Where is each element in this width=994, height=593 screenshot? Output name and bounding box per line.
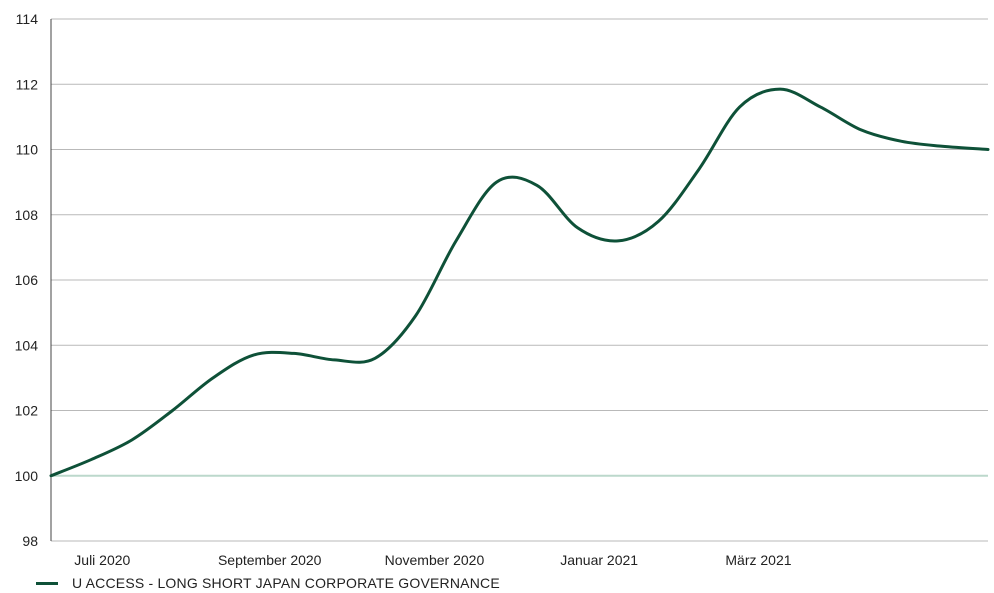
x-tick-label-3: Januar 2021	[560, 552, 638, 568]
legend-swatch	[36, 581, 58, 585]
series-layer	[49, 87, 990, 478]
y-tick-label-100: 100	[15, 468, 39, 484]
y-axis-ticks: 98 100 102 104 106 108 110 112 114	[15, 11, 39, 549]
y-tick-label-106: 106	[15, 272, 39, 288]
series-line-0	[49, 87, 990, 478]
y-tick-label-112: 112	[16, 76, 39, 92]
y-tick-label-98: 98	[22, 533, 38, 549]
y-tick-label-110: 110	[16, 142, 39, 158]
x-tick-label-2: November 2020	[385, 552, 485, 568]
y-tick-label-102: 102	[15, 403, 39, 419]
y-tick-label-114: 114	[16, 11, 39, 27]
x-tick-label-0: Juli 2020	[74, 552, 130, 568]
x-tick-label-1: September 2020	[218, 552, 322, 568]
legend: U ACCESS - LONG SHORT JAPAN CORPORATE GO…	[36, 575, 500, 591]
y-tick-label-108: 108	[15, 207, 39, 223]
y-tick-label-104: 104	[15, 337, 39, 353]
x-tick-label-4: März 2021	[725, 552, 791, 568]
legend-label: U ACCESS - LONG SHORT JAPAN CORPORATE GO…	[72, 575, 500, 591]
x-axis-ticks: Juli 2020 September 2020 November 2020 Janu…	[74, 552, 791, 568]
gridlines	[51, 18, 988, 542]
